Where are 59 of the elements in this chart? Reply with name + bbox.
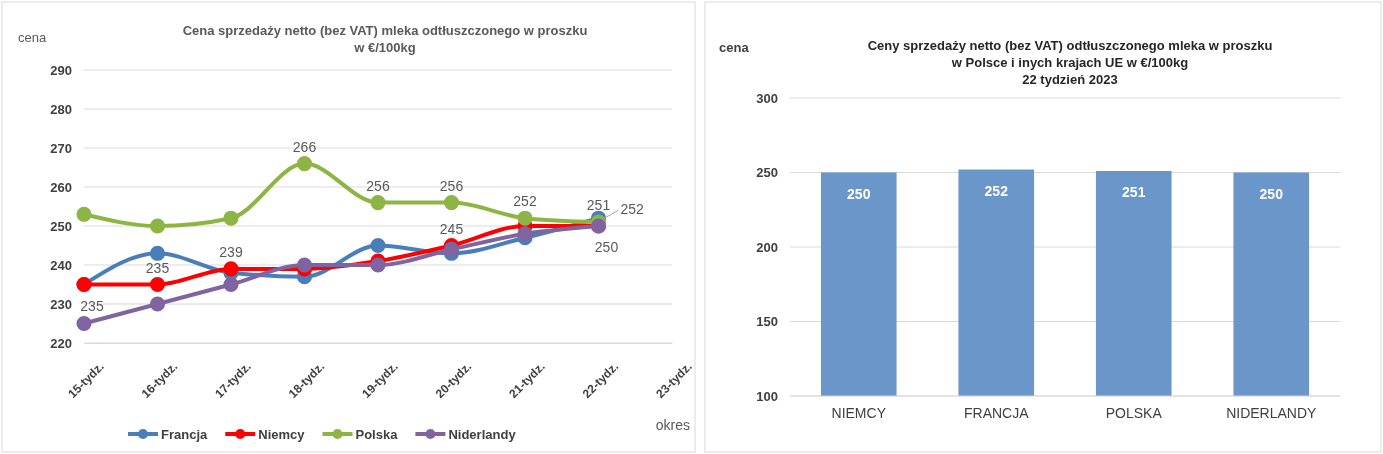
y-tick-label: 270 — [50, 140, 72, 156]
point — [223, 210, 239, 226]
point — [149, 218, 166, 234]
x-tick-label: FRANCJA — [963, 404, 1030, 421]
data-label: 266 — [292, 138, 317, 155]
data-label: 252 — [984, 182, 1009, 199]
point — [149, 245, 166, 261]
data-label: 251 — [586, 197, 611, 214]
point — [443, 195, 460, 211]
y-tick-label: 100 — [756, 388, 778, 404]
data-label: 252 — [620, 201, 645, 218]
point — [370, 257, 386, 273]
data-label: 252 — [513, 193, 537, 210]
y-tick-label: 150 — [756, 314, 778, 330]
point — [223, 276, 239, 293]
point — [76, 206, 92, 222]
y-axis-title: cena — [719, 40, 750, 55]
point — [443, 241, 460, 257]
data-label: 256 — [439, 177, 464, 194]
y-tick-label: 230 — [50, 296, 72, 312]
data-label: 235 — [145, 259, 170, 276]
point — [223, 261, 239, 277]
y-tick-label: 240 — [50, 257, 72, 273]
point — [517, 210, 533, 226]
point — [370, 195, 386, 211]
legend-label: Niemcy — [258, 427, 306, 442]
chart-title: Ceny sprzedaży netto (bez VAT) odtłuszczonego mleka w proszku w Polsce i inych krajach UE w €/100kg 22 tydzień 2023 — [867, 38, 1273, 87]
y-tick-label: 260 — [50, 179, 72, 195]
legend-label: Francja — [161, 427, 209, 442]
point — [296, 257, 313, 273]
point — [149, 276, 166, 293]
y-tick-label: 250 — [756, 165, 778, 181]
y-tick-label: 200 — [756, 239, 778, 255]
point — [370, 237, 386, 254]
data-label: 251 — [1122, 184, 1146, 201]
data-label: 250 — [594, 239, 619, 255]
y-tick-label: 220 — [50, 335, 72, 351]
data-label: 250 — [1259, 185, 1284, 202]
legend-label: Niderlandy — [448, 427, 517, 442]
data-label: 256 — [366, 177, 390, 194]
data-label: 250 — [847, 185, 871, 202]
x-axis-title: okres — [655, 417, 690, 433]
y-tick-label: 250 — [50, 218, 72, 234]
x-tick-label: NIDERLANDY — [1226, 404, 1318, 421]
data-label: 245 — [439, 220, 464, 237]
y-tick-label: 300 — [756, 90, 778, 106]
data-label: 239 — [219, 243, 243, 260]
legend-label: Polska — [355, 427, 399, 442]
point — [517, 226, 533, 242]
point — [149, 296, 166, 312]
chart-title: Cena sprzedaży netto (bez VAT) mleka odtłuszczonego w proszku w €/100kg — [182, 23, 588, 55]
y-tick-label: 290 — [50, 62, 72, 78]
data-label: 235 — [80, 297, 104, 314]
y-axis-title: cena — [18, 30, 47, 45]
x-tick-label: POLSKA — [1105, 404, 1163, 421]
point — [296, 156, 313, 172]
y-tick-label: 280 — [50, 101, 72, 117]
x-tick-label: NIEMCY — [831, 404, 887, 421]
point — [76, 315, 92, 332]
